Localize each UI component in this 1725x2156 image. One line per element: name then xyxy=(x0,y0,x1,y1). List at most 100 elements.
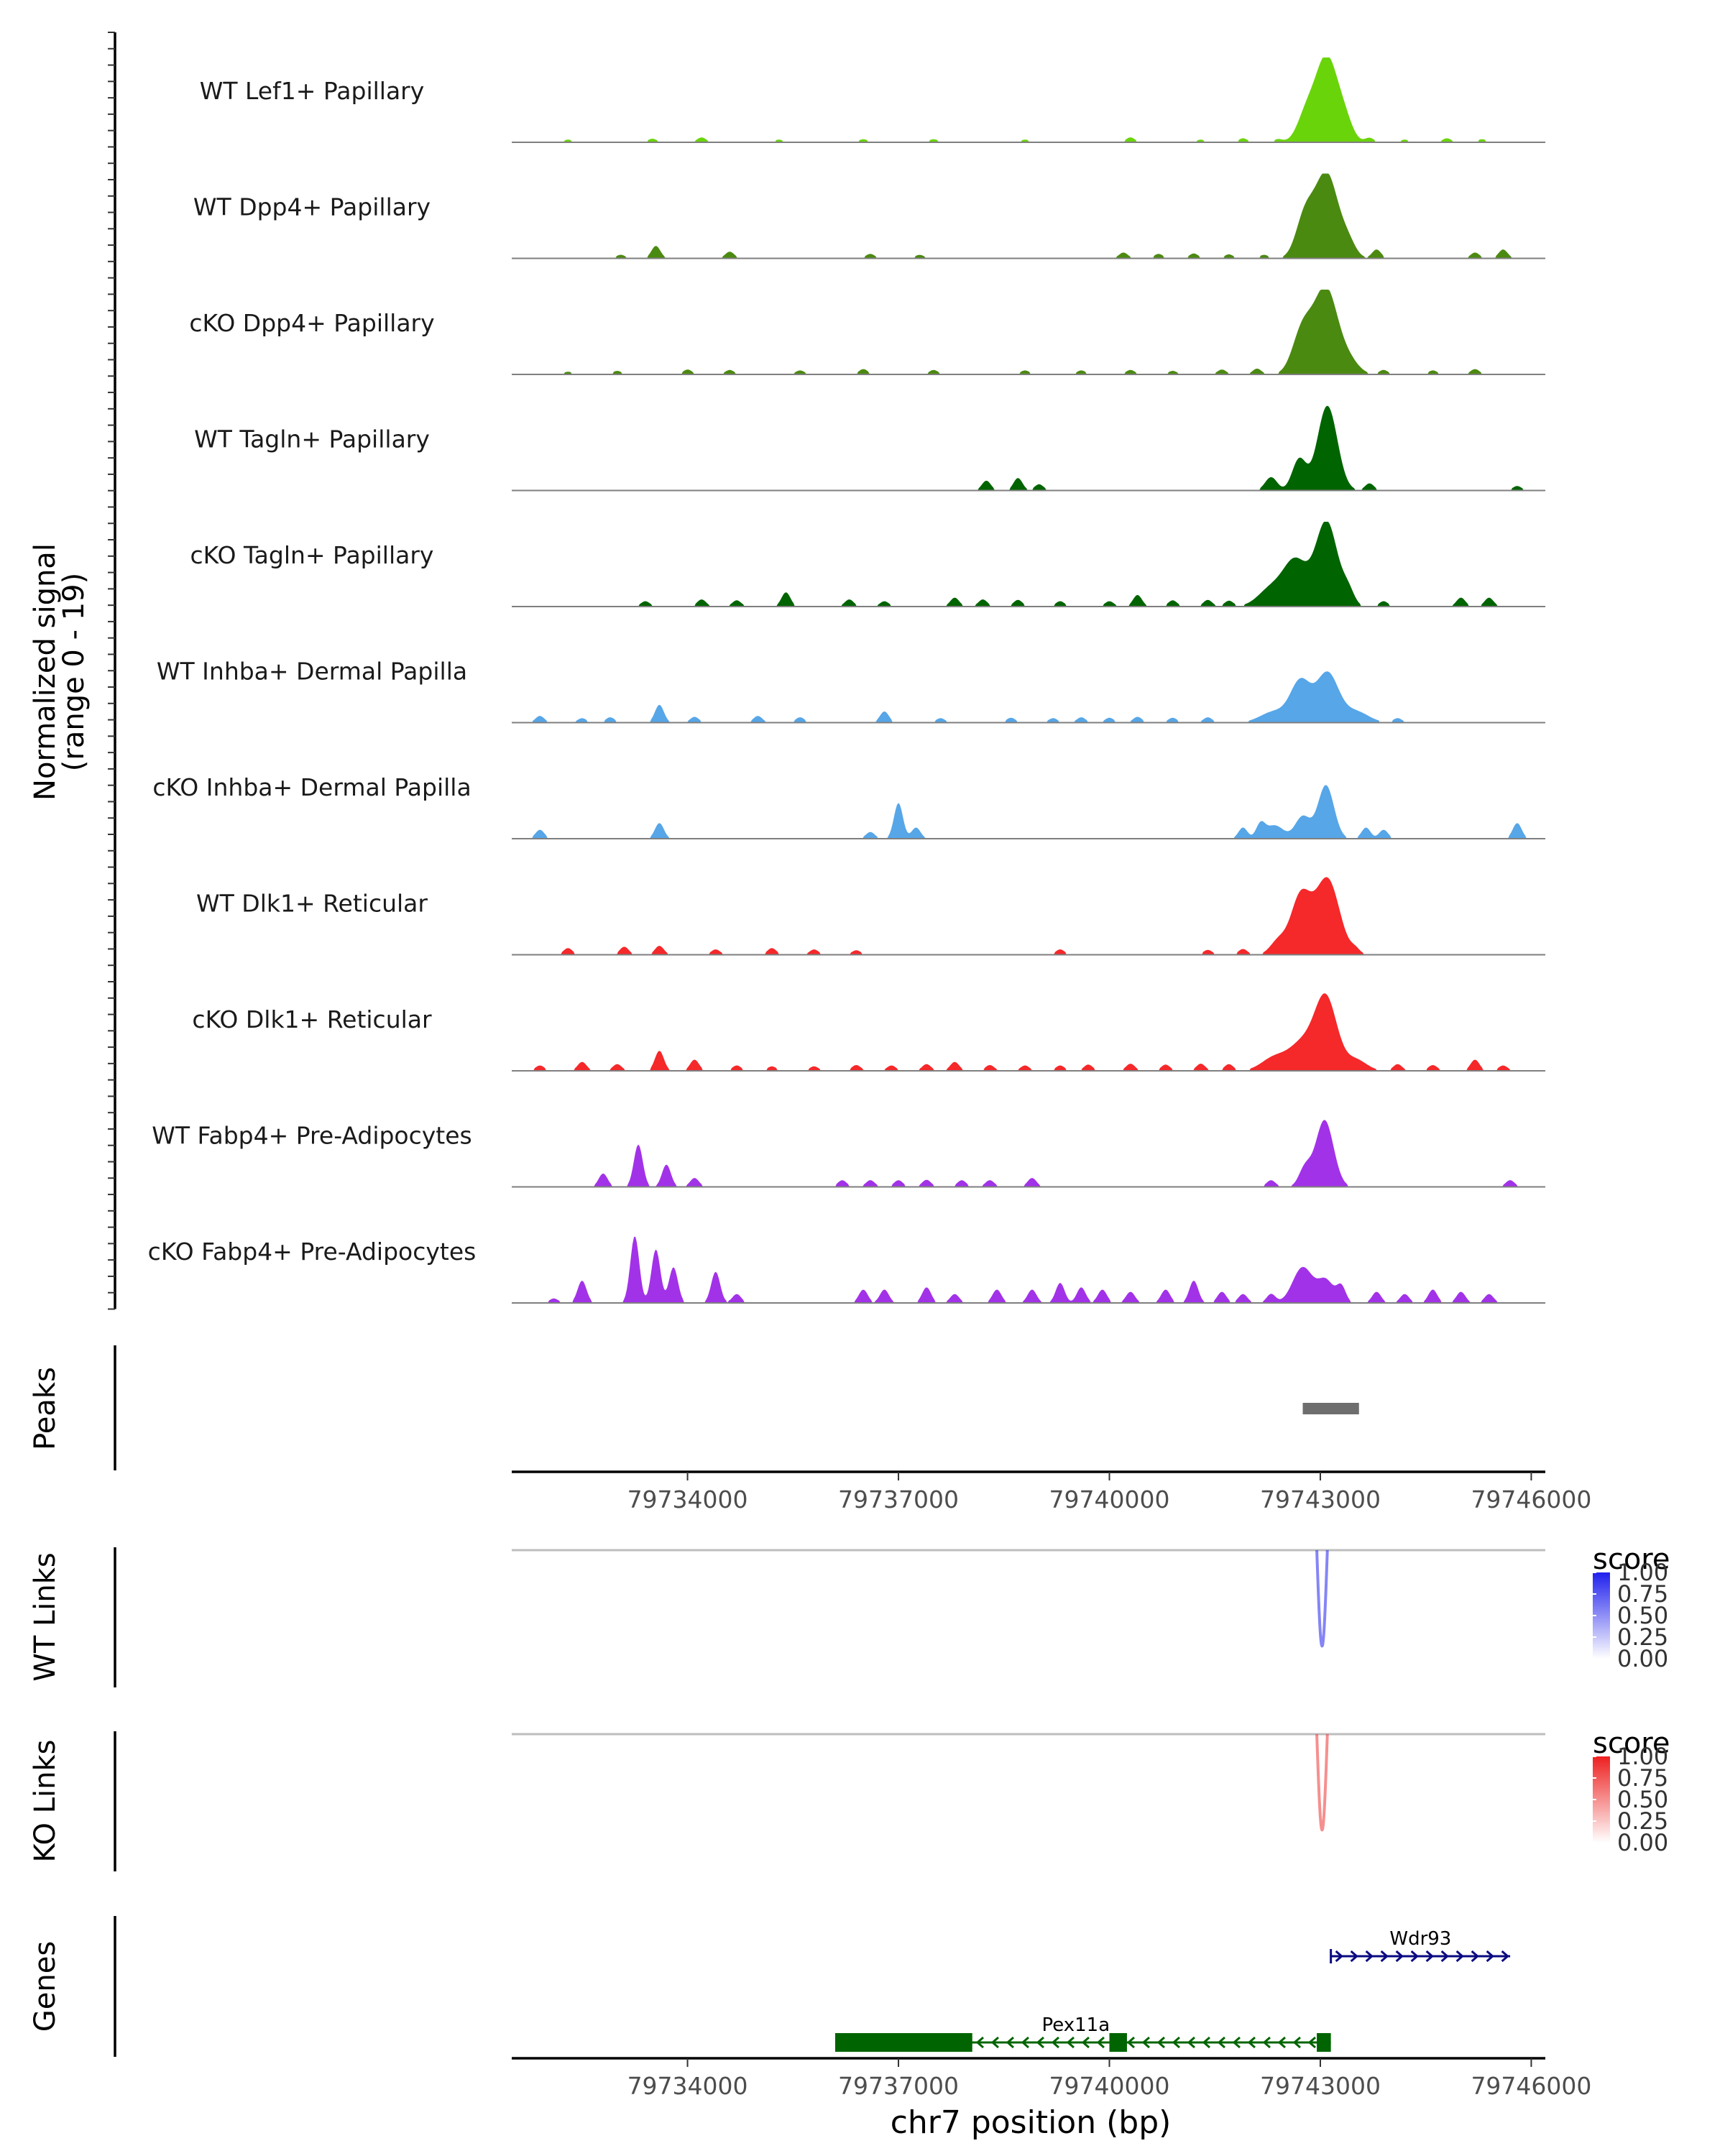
strand-arrow xyxy=(1021,2036,1029,2049)
gene-exon xyxy=(1109,2033,1127,2052)
peak-region xyxy=(1302,1403,1359,1414)
x-tick-label: 79740000 xyxy=(1049,2072,1170,2100)
strand-arrow xyxy=(1036,2036,1044,2049)
strand-arrow xyxy=(1156,2036,1165,2049)
strand-arrow xyxy=(1096,2036,1105,2049)
x-axis-title: chr7 position (bp) xyxy=(891,2104,1172,2141)
legend-tick-label: 1.00 xyxy=(1617,1743,1668,1770)
track-label: cKO Tagln+ Papillary xyxy=(190,541,434,569)
track-label: cKO Dlk1+ Reticular xyxy=(192,1005,432,1033)
strand-arrow xyxy=(1006,2036,1014,2049)
gene-name: Wdr93 xyxy=(1389,1928,1451,1950)
x-tick-label: 79734000 xyxy=(627,1485,748,1514)
strand-arrow xyxy=(1307,2036,1316,2049)
peaks-track: Peaks xyxy=(29,1345,1359,1470)
signal-area-7 xyxy=(512,785,1545,839)
signal-area-3 xyxy=(512,290,1545,374)
x-tick-label: 79734000 xyxy=(627,2072,748,2100)
x-tick-label: 79743000 xyxy=(1260,2072,1381,2100)
legend-tick-label: 0.00 xyxy=(1617,1645,1668,1672)
signal-area-11 xyxy=(512,1236,1545,1303)
x-tick-label: 79746000 xyxy=(1471,1485,1591,1514)
strand-arrow xyxy=(1081,2036,1090,2049)
genes-label: Genes xyxy=(29,1941,62,2032)
strand-arrow xyxy=(1365,1950,1374,1963)
track-label: WT Tagln+ Papillary xyxy=(194,425,430,453)
strand-arrow xyxy=(1232,2036,1241,2049)
strand-arrow xyxy=(1262,2036,1271,2049)
track-label: WT Dlk1+ Reticular xyxy=(196,890,428,918)
genes-track: Genes Wdr93 Pex11a xyxy=(29,1916,1511,2057)
signal-area-2 xyxy=(512,173,1545,259)
strand-arrow xyxy=(1471,1950,1479,1963)
track-label: cKO Inhba+ Dermal Papilla xyxy=(152,773,471,801)
strand-arrow xyxy=(1187,2036,1195,2049)
legend-tick-label: 1.00 xyxy=(1617,1559,1668,1586)
strand-arrow xyxy=(1202,2036,1210,2049)
x-tick-label: 79737000 xyxy=(838,2072,959,2100)
strand-arrow xyxy=(1410,1950,1419,1963)
gene-exon xyxy=(834,2033,972,2052)
coverage-tracks: WT Lef1+ Papillary WT Dpp4+ Papillary cKO … xyxy=(108,32,1545,1310)
legend-tick-label: 0.75 xyxy=(1617,1580,1668,1608)
strand-arrow xyxy=(1501,1950,1509,1963)
links-label: WT Links xyxy=(29,1552,62,1681)
signal-area-9 xyxy=(512,993,1545,1071)
peaks-label: Peaks xyxy=(29,1367,62,1450)
x-tick-label: 79740000 xyxy=(1049,1485,1170,1514)
strand-arrow xyxy=(1380,1950,1389,1963)
strand-arrow xyxy=(1247,2036,1256,2049)
signal-area-4 xyxy=(512,405,1545,491)
strand-arrow xyxy=(1292,2036,1301,2049)
x-tick-label: 79743000 xyxy=(1260,1485,1381,1514)
track-label: cKO Fabp4+ Pre-Adipocytes xyxy=(148,1238,477,1266)
legend-title: score xyxy=(1593,1727,1670,1760)
y-axis-title-line2: (range 0 - 19) xyxy=(58,573,91,771)
gene-exon xyxy=(1317,2033,1331,2052)
x-axis-lower: 79734000 79737000 79740000 79743000 79746000 xyxy=(512,2057,1591,2100)
legend-tick-label: 0.50 xyxy=(1617,1602,1668,1629)
strand-arrow xyxy=(1425,1950,1434,1963)
signal-area-5 xyxy=(512,522,1545,607)
track-label: WT Inhba+ Dermal Papilla xyxy=(157,658,467,686)
track-label: cKO Dpp4+ Papillary xyxy=(189,309,434,337)
legend-tick-label: 0.25 xyxy=(1617,1807,1668,1835)
strand-arrow xyxy=(1486,1950,1494,1963)
x-tick-label: 79746000 xyxy=(1471,2072,1591,2100)
strand-arrow xyxy=(1455,1950,1464,1963)
strand-arrow xyxy=(1066,2036,1075,2049)
strand-arrow xyxy=(1141,2036,1150,2049)
strand-arrow xyxy=(1277,2036,1286,2049)
gene-name: Pex11a xyxy=(1041,2014,1110,2036)
strand-arrow xyxy=(1051,2036,1059,2049)
x-axis-upper: 79734000 79737000 79740000 79743000 79746000 xyxy=(512,1470,1591,1514)
strand-arrow xyxy=(1395,1950,1404,1963)
y-axis-title: Normalized signal (range 0 - 19) xyxy=(29,543,91,801)
y-axis-title-line1: Normalized signal xyxy=(29,543,62,801)
strand-arrow xyxy=(1335,1950,1343,1963)
strand-arrow xyxy=(990,2036,999,2049)
x-tick-label: 79737000 xyxy=(838,1485,959,1514)
track-label: WT Fabp4+ Pre-Adipocytes xyxy=(152,1122,472,1150)
legend-tick-label: 0.25 xyxy=(1617,1623,1668,1651)
links-label: KO Links xyxy=(29,1740,62,1863)
strand-arrow xyxy=(1217,2036,1225,2049)
signal-area-10 xyxy=(512,1120,1545,1187)
strand-arrow xyxy=(1172,2036,1180,2049)
signal-area-1 xyxy=(512,57,1545,142)
legend-title: score xyxy=(1593,1543,1670,1576)
strand-arrow xyxy=(1440,1950,1449,1963)
track-label: WT Dpp4+ Papillary xyxy=(193,193,431,221)
link-arc xyxy=(1315,1733,1329,1832)
signal-area-6 xyxy=(512,671,1545,723)
legend-tick-label: 0.75 xyxy=(1617,1764,1668,1792)
signal-area-8 xyxy=(512,877,1545,955)
track-label: WT Lef1+ Papillary xyxy=(200,77,425,105)
legend-tick-label: 0.00 xyxy=(1617,1829,1668,1856)
strand-arrow xyxy=(1126,2036,1135,2049)
link-arc xyxy=(1315,1549,1329,1648)
legend-tick-label: 0.50 xyxy=(1617,1786,1668,1813)
strand-arrow xyxy=(975,2036,984,2049)
